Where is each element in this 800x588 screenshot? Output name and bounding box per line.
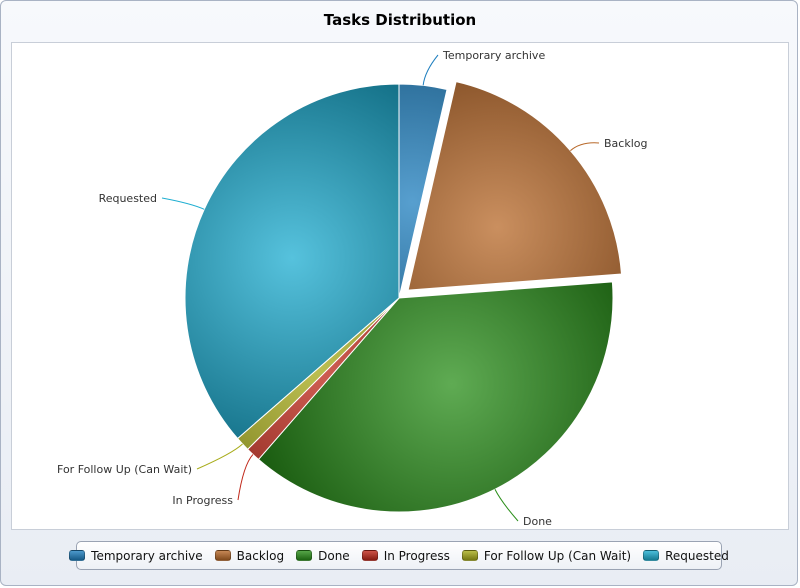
legend-swatch: [69, 550, 86, 561]
legend-item[interactable]: Requested: [643, 549, 729, 563]
legend-item[interactable]: For Follow Up (Can Wait): [461, 548, 632, 563]
slice-label: In Progress: [172, 494, 233, 507]
slice-label: Backlog: [604, 137, 647, 150]
pie-slice-backlog[interactable]: [407, 81, 623, 291]
legend-label: For Follow Up (Can Wait): [483, 548, 632, 563]
legend-item[interactable]: In Progress: [361, 548, 450, 563]
legend-swatch: [296, 550, 313, 561]
legend-label: Backlog: [236, 548, 285, 563]
chart-title: Tasks Distribution: [323, 11, 477, 29]
legend-swatch: [361, 550, 378, 561]
slice-label: For Follow Up (Can Wait): [57, 463, 192, 476]
legend-item[interactable]: Backlog: [214, 548, 285, 563]
label-connector: [237, 454, 254, 501]
slice-label: Temporary archive: [442, 49, 545, 62]
legend-label: Done: [318, 548, 350, 563]
label-connector: [570, 142, 600, 152]
legend-item[interactable]: Temporary archive: [69, 549, 203, 563]
label-connector: [422, 54, 439, 86]
label-connector: [494, 489, 519, 522]
pie-slice-done[interactable]: [257, 281, 614, 513]
legend-label: In Progress: [383, 548, 450, 563]
legend-label: Temporary archive: [91, 548, 203, 563]
legend-label: Requested: [665, 548, 729, 563]
legend-swatch: [461, 550, 478, 561]
legend-swatch: [214, 550, 231, 561]
label-connector: [161, 197, 205, 210]
pie-slice-requested[interactable]: [184, 83, 400, 440]
legend: Temporary archive Backlog Done In Progress F…: [69, 541, 729, 570]
slice-label: Requested: [99, 192, 157, 205]
label-connector: [196, 443, 243, 470]
slice-label: Done: [523, 515, 552, 528]
legend-item[interactable]: Done: [296, 549, 350, 563]
legend-swatch: [643, 550, 660, 561]
